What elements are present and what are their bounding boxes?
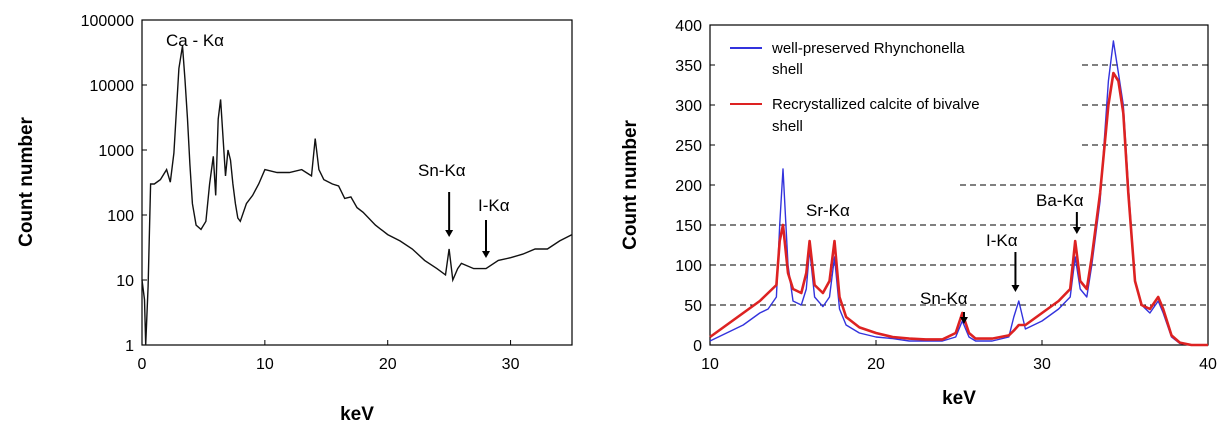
- right-legend: well-preserved Rhynchonella shell Recrys…: [730, 40, 980, 135]
- right-y-tick-label: 200: [675, 178, 702, 195]
- left-x-tick-label: 20: [379, 356, 397, 373]
- annotation-sn-ka-right: Sn-Kα: [920, 289, 968, 308]
- annotation-sr-ka: Sr-Kα: [806, 201, 850, 220]
- left-y-tick-label: 100000: [81, 13, 134, 30]
- left-x-tick-label: 30: [502, 356, 520, 373]
- right-x-tick-label: 40: [1199, 356, 1217, 373]
- left-ticks: 1 10 100 1000 10000 100000 0 10 20 30: [81, 13, 520, 373]
- right-y-axis-label: Count number: [620, 119, 641, 249]
- arrow-sn-ka-right: [959, 312, 968, 324]
- right-y-tick-label: 350: [675, 58, 702, 75]
- right-y-tick-label: 400: [675, 18, 702, 35]
- right-gridlines: [710, 64, 1208, 306]
- right-y-tick-label: 300: [675, 98, 702, 115]
- legend-label-blue-line2: shell: [772, 61, 803, 78]
- right-chart: 0 50 100 150 200 250 300 350 400 10 20 30 40 Sr-Kα Sn…: [620, 18, 1217, 409]
- arrow-ba-ka: [1072, 212, 1081, 234]
- left-chart: 1 10 100 1000 10000 100000 0 10 20 30 Ca - Kα Sn-K…: [16, 13, 573, 425]
- arrow-i-ka-right: [1011, 252, 1020, 292]
- left-y-axis-label: Count number: [16, 116, 37, 246]
- left-y-tick-label: 1: [125, 338, 134, 355]
- legend-label-red-line1: Recrystallized calcite of bivalve: [772, 96, 980, 113]
- right-annotations: Sr-Kα Sn-Kα I-Kα Ba-Kα: [806, 191, 1084, 324]
- right-y-tick-label: 50: [684, 298, 702, 315]
- right-x-tick-label: 10: [701, 356, 719, 373]
- legend-label-red-line2: shell: [772, 118, 803, 135]
- annotation-ca-ka: Ca - Kα: [166, 31, 224, 50]
- right-y-tick-label: 250: [675, 138, 702, 155]
- right-y-tick-label: 150: [675, 218, 702, 235]
- right-x-axis-label: keV: [942, 388, 976, 409]
- right-ticks: 0 50 100 150 200 250 300 350 400 10 20 30 40: [675, 18, 1217, 373]
- arrow-i-ka-left: [482, 220, 490, 258]
- left-plot-frame: [141, 19, 573, 346]
- right-series: [709, 40, 1208, 347]
- arrow-sn-ka-left: [445, 192, 454, 237]
- left-annotations: Ca - Kα Sn-Kα I-Kα: [166, 31, 510, 258]
- left-x-tick-label: 10: [256, 356, 274, 373]
- right-x-tick-label: 20: [867, 356, 885, 373]
- right-x-tick-label: 30: [1033, 356, 1051, 373]
- right-y-tick-label: 100: [675, 258, 702, 275]
- annotation-sn-ka-left: Sn-Kα: [418, 161, 466, 180]
- annotation-i-ka-right: I-Kα: [986, 231, 1018, 250]
- left-y-tick-label: 100: [107, 208, 134, 225]
- left-y-tick-label: 1000: [98, 143, 134, 160]
- left-spectrum-line: [141, 45, 573, 346]
- right-y-tick-label: 0: [693, 338, 702, 355]
- right-series-line-bivalve: [709, 71, 1208, 347]
- left-series: [141, 45, 573, 346]
- annotation-i-ka-left: I-Kα: [478, 196, 510, 215]
- left-y-tick-label: 10000: [90, 78, 135, 95]
- left-y-tick-label: 10: [116, 273, 134, 290]
- legend-label-blue-line1: well-preserved Rhynchonella: [771, 40, 965, 57]
- left-x-tick-label: 0: [138, 356, 147, 373]
- left-x-axis-label: keV: [340, 404, 374, 425]
- annotation-ba-ka: Ba-Kα: [1036, 191, 1084, 210]
